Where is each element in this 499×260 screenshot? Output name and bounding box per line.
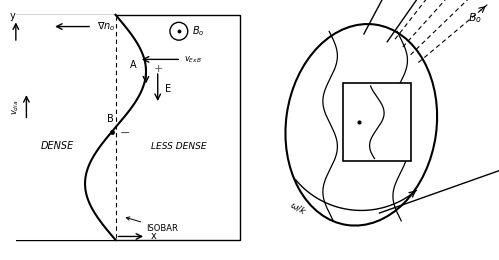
Text: $v_{ExB}$: $v_{ExB}$ bbox=[184, 54, 201, 65]
Text: $B_o$: $B_o$ bbox=[469, 11, 483, 25]
Text: x: x bbox=[151, 231, 157, 242]
Text: DENSE: DENSE bbox=[40, 141, 73, 151]
Text: $-$: $-$ bbox=[119, 126, 130, 139]
Text: $v_{dia}$: $v_{dia}$ bbox=[10, 100, 21, 115]
Text: $\nabla n_o$: $\nabla n_o$ bbox=[97, 20, 115, 33]
Text: B: B bbox=[107, 114, 114, 124]
Text: $B_o$: $B_o$ bbox=[192, 24, 204, 38]
Text: y: y bbox=[9, 11, 15, 21]
Text: $\omega/k$: $\omega/k$ bbox=[288, 199, 309, 217]
Bar bbox=[343, 83, 411, 161]
Text: ISOBAR: ISOBAR bbox=[126, 217, 178, 233]
Polygon shape bbox=[16, 15, 146, 240]
Text: E: E bbox=[165, 84, 171, 94]
Text: A: A bbox=[130, 60, 136, 70]
Text: LESS DENSE: LESS DENSE bbox=[151, 142, 207, 151]
Text: +: + bbox=[154, 64, 164, 74]
Bar bbox=[10, 10, 16, 245]
